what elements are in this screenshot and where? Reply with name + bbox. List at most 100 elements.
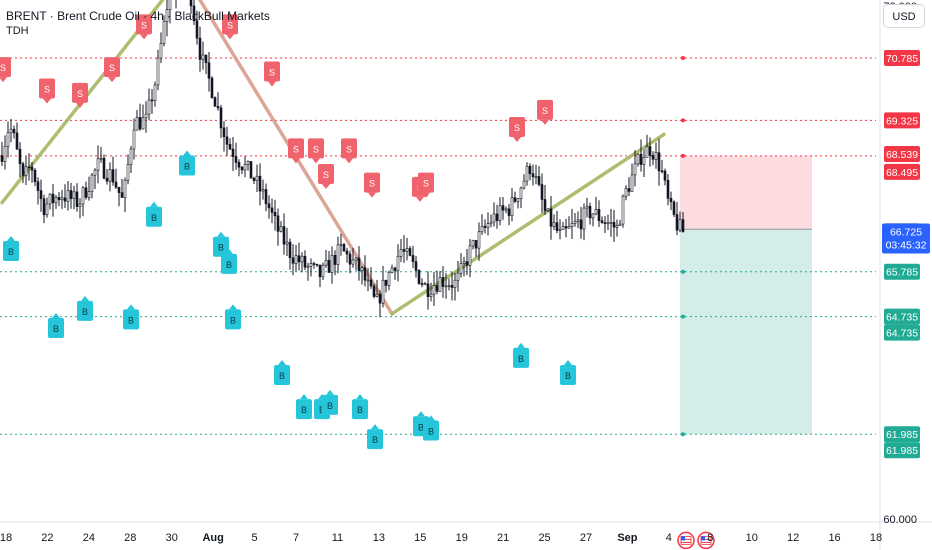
buy-badge-pointer [7, 236, 15, 241]
sell-signal-marker: S [318, 164, 334, 190]
candle-body [549, 208, 553, 227]
buy-badge-pointer [427, 415, 435, 421]
candle-body [321, 264, 325, 278]
candle-body [663, 170, 667, 181]
level-anchor-dot [681, 432, 685, 437]
sell-signal-marker: S [39, 78, 55, 104]
candle-body [327, 260, 331, 273]
candle-body [117, 186, 121, 193]
candle-body [510, 197, 514, 216]
sell-badge-pointer [226, 34, 234, 40]
signal-letter: B [226, 260, 232, 270]
candle-body [333, 254, 337, 265]
sell-signal-marker: S [222, 14, 238, 40]
buy-badge-pointer [183, 150, 191, 156]
candle-body [54, 197, 58, 204]
candle-body [546, 208, 550, 211]
signal-letter: B [372, 435, 378, 445]
candle-body [264, 189, 268, 205]
buy-badge-pointer [356, 394, 364, 400]
signal-letter: B [565, 371, 571, 381]
candle-body [600, 220, 604, 223]
candle-body [561, 226, 565, 230]
candle-body [507, 208, 511, 216]
signal-letter: S [227, 20, 233, 30]
candle-body [456, 272, 460, 281]
candle-body [231, 148, 235, 157]
price-scale-tick: 60.000 [883, 514, 917, 526]
signal-letter: B [151, 213, 157, 223]
candle-body [342, 244, 346, 252]
indicator-name[interactable]: TDH [6, 25, 29, 37]
buy-badge [3, 241, 19, 261]
buy-badge [296, 399, 312, 420]
sell-badge-pointer [312, 158, 320, 164]
sell-signal-marker: S [264, 61, 280, 87]
bar-countdown: 03:45:32 [886, 240, 927, 252]
candle-body [387, 272, 391, 286]
sell-signal-marker: S [308, 138, 324, 164]
level-anchor-dot [681, 118, 685, 123]
candle-body [216, 106, 220, 109]
time-scale-tick: 16 [828, 532, 840, 544]
candle-body [285, 241, 289, 245]
symbol-title[interactable]: BRENT · Brent Crude Oil · 4h · BlackBull… [6, 9, 270, 23]
price-axis-label: 68.495 [884, 163, 920, 180]
sell-badge [509, 117, 525, 138]
candle-body [141, 117, 145, 130]
sell-signal-marker: S [418, 172, 434, 198]
candle-body [642, 157, 646, 165]
buy-signal-marker: B [322, 389, 338, 415]
price-axis-label-text: 65.785 [886, 267, 918, 279]
candle-body [126, 164, 130, 181]
candle-body [30, 166, 34, 171]
price-axis-label-text: 68.495 [886, 167, 918, 179]
buy-badge [123, 309, 139, 330]
candle-body [426, 283, 430, 297]
candle-body [678, 219, 682, 231]
candle-body [207, 62, 211, 79]
signal-letter: B [53, 324, 59, 334]
candle-body [36, 181, 40, 191]
sell-badge [288, 138, 304, 159]
sell-signal-marker: S [72, 82, 88, 108]
candle-body [33, 169, 37, 183]
price-axis-label-text: 61.985 [886, 429, 918, 441]
candle-body [99, 157, 103, 160]
time-scale-tick: 4 [666, 532, 672, 544]
signal-letter: S [77, 89, 83, 99]
currency-button[interactable]: USD [883, 4, 925, 28]
candle-body [114, 181, 118, 188]
candle-body [594, 209, 598, 215]
price-axis-label-bg [884, 308, 920, 325]
sell-badge-pointer [422, 192, 430, 198]
price-axis-label: 65.785 [884, 263, 920, 280]
buy-badge [322, 394, 338, 415]
candle-body [330, 254, 334, 273]
candle-body [504, 208, 508, 211]
candle-body [666, 179, 670, 199]
candle-body [564, 226, 568, 229]
level-anchor-dot [681, 153, 685, 158]
candle-body [48, 193, 52, 205]
sell-badge-pointer [416, 196, 424, 202]
sell-badge-pointer [345, 158, 353, 164]
candle-body [90, 174, 94, 192]
buy-signal-marker: B [352, 394, 368, 420]
candle-body [543, 199, 547, 211]
signal-letter: S [141, 20, 147, 30]
sell-badge-pointer [513, 137, 521, 143]
buy-badge-pointer [564, 359, 572, 365]
candle-body [240, 166, 244, 171]
candle-body [201, 54, 205, 60]
candle-body [60, 197, 64, 201]
candle-body [534, 176, 538, 178]
time-scale-tick: 19 [456, 532, 468, 544]
candle-body [27, 166, 31, 169]
signal-letter: S [44, 85, 50, 95]
candle-body [618, 223, 622, 226]
candle-body [153, 84, 157, 101]
signal-letter: S [346, 144, 352, 154]
